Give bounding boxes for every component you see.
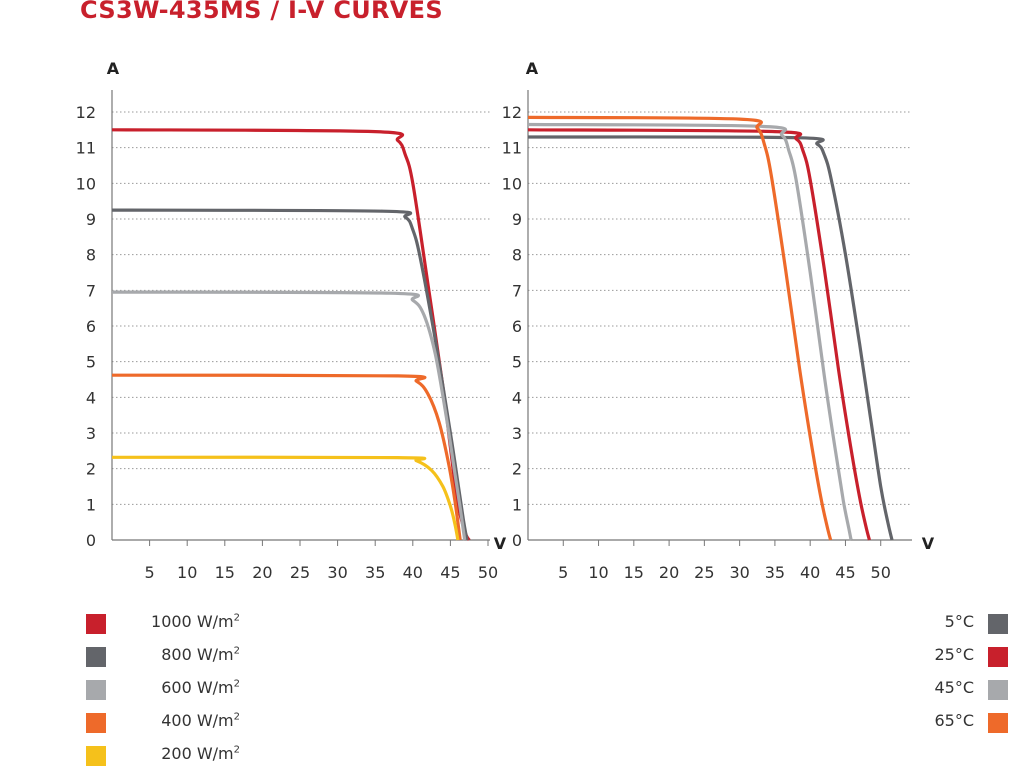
x-tick-label: 30 — [729, 563, 749, 582]
y-tick-label: 5 — [512, 353, 522, 372]
y-tick-label: 11 — [76, 139, 96, 158]
x-tick-label: 5 — [558, 563, 568, 582]
y-tick-label: 8 — [86, 246, 96, 265]
series-line — [527, 115, 833, 541]
legend-label: 65°C — [934, 711, 974, 730]
y-tick-label: 2 — [86, 460, 96, 479]
x-tick-label: 25 — [290, 563, 310, 582]
legend-label: 45°C — [934, 678, 974, 697]
y-tick-label: 3 — [86, 424, 96, 443]
legend-swatch — [988, 647, 1008, 667]
y-tick-label: 9 — [512, 210, 522, 229]
legend-label: 25°C — [934, 645, 974, 664]
chart-title: CS3W-435MS / I-V CURVES — [80, 0, 443, 24]
y-tick-label: 3 — [512, 424, 522, 443]
temperature-legend: 5°C 25°C 45°C 65°C — [848, 610, 1008, 742]
series-line — [527, 135, 894, 541]
legend-item-25c: 25°C — [848, 643, 1008, 676]
x-tick-label: 10 — [177, 563, 197, 582]
y-tick-label: 10 — [76, 174, 96, 193]
legend-label: 600 W/m2 — [161, 678, 240, 697]
legend-swatch — [86, 647, 106, 667]
x-tick-label: 15 — [624, 563, 644, 582]
legend-item-400: 400 W/m2 — [86, 709, 246, 742]
series-line — [111, 290, 467, 541]
x-tick-label: 40 — [403, 563, 423, 582]
legend-label: 1000 W/m2 — [151, 612, 240, 631]
series-line — [527, 122, 853, 541]
legend-label: 400 W/m2 — [161, 711, 240, 730]
series-line — [111, 455, 460, 541]
legend-swatch — [86, 614, 106, 634]
x-tick-label: 20 — [252, 563, 272, 582]
x-tick-label: 45 — [440, 563, 460, 582]
legend-item-800: 800 W/m2 — [86, 643, 246, 676]
y-tick-label: 7 — [512, 281, 522, 300]
y-tick-label: 1 — [86, 495, 96, 514]
legend-swatch — [988, 614, 1008, 634]
y-tick-label: 5 — [86, 353, 96, 372]
legend-swatch — [988, 713, 1008, 733]
y-tick-label: 8 — [512, 246, 522, 265]
y-tick-label: 10 — [502, 174, 522, 193]
y-tick-label: 0 — [86, 531, 96, 550]
x-tick-label: 30 — [327, 563, 347, 582]
y-tick-label: 4 — [512, 388, 522, 407]
y-tick-label: 6 — [86, 317, 96, 336]
x-axis-unit: V — [494, 534, 507, 553]
y-tick-label: 12 — [76, 103, 96, 122]
legend-item-200: 200 W/m2 — [86, 742, 246, 775]
y-tick-label: 11 — [502, 139, 522, 158]
x-tick-label: 40 — [800, 563, 820, 582]
x-tick-label: 50 — [871, 563, 891, 582]
irradiance-legend: 1000 W/m2 800 W/m2 600 W/m2 400 W/m2 200… — [86, 610, 246, 775]
x-tick-label: 35 — [365, 563, 385, 582]
y-tick-label: 2 — [512, 460, 522, 479]
legend-label: 800 W/m2 — [161, 645, 240, 664]
y-tick-label: 1 — [512, 495, 522, 514]
x-tick-label: 20 — [659, 563, 679, 582]
legend-swatch — [86, 746, 106, 766]
series-line — [111, 373, 462, 541]
x-tick-label: 35 — [765, 563, 785, 582]
series-line — [527, 128, 871, 541]
legend-item-600: 600 W/m2 — [86, 676, 246, 709]
legend-item-1000: 1000 W/m2 — [86, 610, 246, 643]
legend-item-5c: 5°C — [848, 610, 1008, 643]
x-tick-label: 25 — [694, 563, 714, 582]
y-tick-label: 4 — [86, 388, 96, 407]
y-tick-label: 12 — [502, 103, 522, 122]
y-tick-label: 0 — [512, 531, 522, 550]
legend-item-65c: 65°C — [848, 709, 1008, 742]
y-axis-unit: A — [107, 59, 120, 78]
x-axis-unit: V — [922, 534, 935, 553]
y-axis-unit: A — [526, 59, 539, 78]
x-tick-label: 50 — [478, 563, 498, 582]
series-line — [111, 128, 471, 541]
legend-label: 200 W/m2 — [161, 744, 240, 763]
x-tick-label: 10 — [588, 563, 608, 582]
legend-swatch — [988, 680, 1008, 700]
legend-swatch — [86, 713, 106, 733]
y-tick-label: 6 — [512, 317, 522, 336]
x-tick-label: 45 — [835, 563, 855, 582]
legend-swatch — [86, 680, 106, 700]
x-tick-label: 5 — [145, 563, 155, 582]
y-tick-label: 7 — [86, 281, 96, 300]
legend-label: 5°C — [944, 612, 974, 631]
legend-item-45c: 45°C — [848, 676, 1008, 709]
x-tick-label: 15 — [215, 563, 235, 582]
y-tick-label: 9 — [86, 210, 96, 229]
